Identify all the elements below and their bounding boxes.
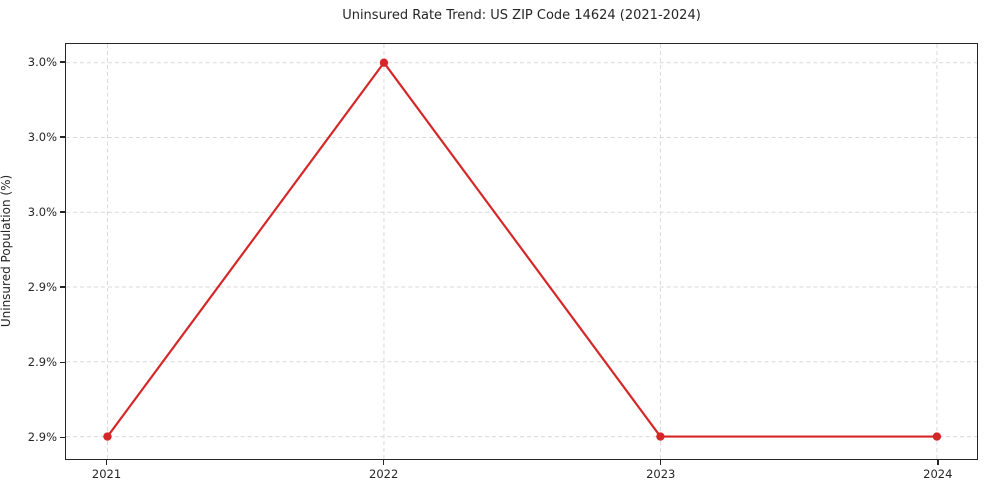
plot-area bbox=[65, 43, 978, 460]
y-tick-label: 3.0% bbox=[27, 205, 57, 220]
data-point-marker bbox=[932, 432, 942, 441]
x-tick-mark bbox=[105, 460, 108, 465]
x-tick-mark bbox=[659, 460, 662, 465]
y-tick-mark bbox=[60, 286, 65, 288]
y-tick-label: 3.0% bbox=[27, 54, 57, 69]
chart-title: Uninsured Rate Trend: US ZIP Code 14624 … bbox=[342, 8, 701, 23]
line-plot-svg bbox=[66, 44, 977, 459]
y-tick-mark bbox=[60, 136, 65, 138]
y-tick-label: 3.0% bbox=[27, 129, 57, 144]
y-tick-mark bbox=[60, 436, 65, 439]
data-point-marker bbox=[379, 58, 389, 67]
y-tick-label: 2.9% bbox=[27, 430, 57, 445]
y-tick-label: 2.9% bbox=[27, 280, 57, 295]
data-point-marker bbox=[103, 432, 112, 441]
trend-line bbox=[106, 61, 937, 438]
x-tick-label: 2021 bbox=[91, 467, 122, 481]
y-tick-label: 2.9% bbox=[27, 355, 57, 370]
x-tick-label: 2022 bbox=[369, 467, 399, 481]
y-tick-mark bbox=[60, 61, 65, 63]
x-tick-mark bbox=[382, 460, 385, 465]
x-tick-mark bbox=[937, 460, 939, 465]
x-tick-label: 2023 bbox=[646, 467, 676, 481]
data-point-marker bbox=[656, 432, 665, 441]
y-axis-label: Uninsured Population (%) bbox=[0, 174, 13, 328]
x-tick-label: 2024 bbox=[923, 467, 953, 481]
y-tick-mark bbox=[60, 211, 65, 213]
y-tick-mark bbox=[60, 361, 65, 364]
